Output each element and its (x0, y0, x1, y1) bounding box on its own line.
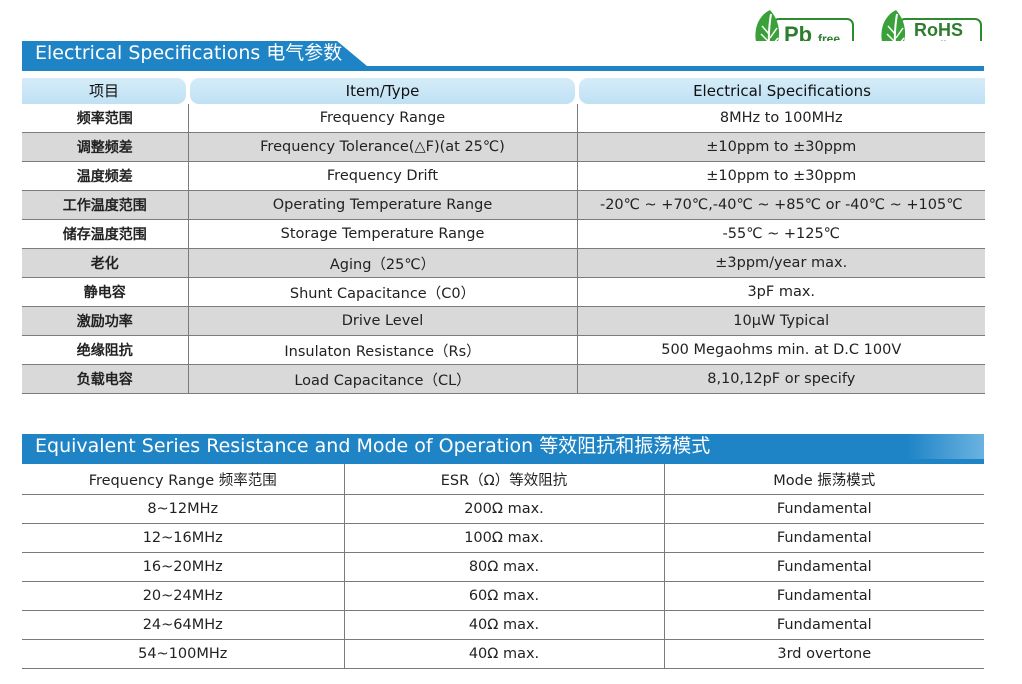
section-title-bar-esr: Equivalent Series Resistance and Mode of… (22, 434, 984, 464)
column-header-item-type: Item/Type (188, 77, 577, 104)
cell-item-cn: 工作温度范围 (22, 190, 189, 220)
cell-item-en: Shunt Capacitance（C0） (188, 277, 578, 307)
column-header-item: 项目 (22, 77, 188, 104)
cell-item-en: Frequency Tolerance(△F)(at 25℃) (188, 132, 578, 162)
cell-item-cn: 储存温度范围 (22, 219, 189, 249)
cell-item-cn: 负载电容 (22, 364, 189, 394)
table-row: 负载电容 Load Capacitance（CL） 8,10,12pF or s… (22, 364, 985, 394)
table-row: 绝缘阻抗 Insulaton Resistance（Rs） 500 Megaoh… (22, 335, 985, 365)
table-header-row: Frequency Range 频率范围 ESR（Ω）等效阻抗 Mode 振荡模… (22, 464, 984, 495)
table-row: 54~100MHz 40Ω max. 3rd overtone (22, 639, 984, 669)
cell-item-en: Frequency Drift (188, 161, 578, 191)
cell-spec: ±3ppm/year max. (577, 248, 985, 278)
cell-frequency-range: 12~16MHz (22, 523, 345, 553)
table-row: 老化 Aging（25℃） ±3ppm/year max. (22, 248, 985, 278)
rohs-badge-main: RoHS (914, 20, 963, 40)
table-row: 频率范围 Frequency Range 8MHz to 100MHz (22, 104, 985, 133)
cell-item-en: Drive Level (188, 306, 578, 336)
cell-mode: Fundamental (664, 523, 984, 553)
cell-esr: 60Ω max. (344, 581, 665, 611)
table-row: 储存温度范围 Storage Temperature Range -55℃ ~ … (22, 219, 985, 249)
section-title-electrical: Electrical Specifications 电气参数 (22, 41, 367, 66)
column-header-label: 项目 (22, 77, 186, 104)
cell-esr: 40Ω max. (344, 639, 665, 669)
section-title-esr: Equivalent Series Resistance and Mode of… (22, 434, 984, 459)
column-header-mode: Mode 振荡模式 (664, 464, 984, 495)
cell-spec: ±10ppm to ±30ppm (577, 132, 985, 162)
cell-spec: ±10ppm to ±30ppm (577, 161, 985, 191)
cell-item-en: Insulaton Resistance（Rs） (188, 335, 578, 365)
cell-spec: 10μW Typical (577, 306, 985, 336)
cell-mode: Fundamental (664, 610, 984, 640)
cell-mode: Fundamental (664, 552, 984, 582)
cell-item-cn: 绝缘阻抗 (22, 335, 189, 365)
table-row: 20~24MHz 60Ω max. Fundamental (22, 581, 984, 611)
cell-frequency-range: 54~100MHz (22, 639, 345, 669)
cell-mode: Fundamental (664, 581, 984, 611)
cell-item-en: Aging（25℃） (188, 248, 578, 278)
cell-spec: 8,10,12pF or specify (577, 364, 985, 394)
table-row: 静电容 Shunt Capacitance（C0） 3pF max. (22, 277, 985, 307)
section-title-bar-electrical: Electrical Specifications 电气参数 (22, 41, 984, 71)
cell-item-en: Storage Temperature Range (188, 219, 578, 249)
table-row: 激励功率 Drive Level 10μW Typical (22, 306, 985, 336)
cell-spec: -55℃ ~ +125℃ (577, 219, 985, 249)
cell-spec: 3pF max. (577, 277, 985, 307)
column-header-specification: Electrical Specifications (577, 77, 985, 104)
table-row: 工作温度范围 Operating Temperature Range -20℃ … (22, 190, 985, 220)
table-row: 24~64MHz 40Ω max. Fundamental (22, 610, 984, 640)
cell-item-cn: 静电容 (22, 277, 189, 307)
cell-frequency-range: 16~20MHz (22, 552, 345, 582)
table-header-row: 项目 Item/Type Electrical Specifications (22, 77, 985, 104)
table-row: 温度频差 Frequency Drift ±10ppm to ±30ppm (22, 161, 985, 191)
cell-item-cn: 频率范围 (22, 104, 189, 133)
cell-esr: 40Ω max. (344, 610, 665, 640)
table-row: 12~16MHz 100Ω max. Fundamental (22, 523, 984, 553)
cell-esr: 100Ω max. (344, 523, 665, 553)
cell-item-en: Operating Temperature Range (188, 190, 578, 220)
column-header-esr: ESR（Ω）等效阻抗 (344, 464, 665, 495)
column-header-label: Item/Type (190, 77, 575, 104)
cell-frequency-range: 24~64MHz (22, 610, 345, 640)
cell-frequency-range: 8~12MHz (22, 494, 345, 524)
cell-esr: 200Ω max. (344, 494, 665, 524)
cell-item-cn: 调整频差 (22, 132, 189, 162)
cell-item-en: Load Capacitance（CL） (188, 364, 578, 394)
esr-mode-table: Frequency Range 频率范围 ESR（Ω）等效阻抗 Mode 振荡模… (22, 464, 984, 669)
cell-item-cn: 老化 (22, 248, 189, 278)
cell-mode: Fundamental (664, 494, 984, 524)
table-row: 8~12MHz 200Ω max. Fundamental (22, 494, 984, 524)
table-row: 调整频差 Frequency Tolerance(△F)(at 25℃) ±10… (22, 132, 985, 162)
electrical-specifications-table: 项目 Item/Type Electrical Specifications 频… (22, 77, 985, 394)
table-row: 16~20MHz 80Ω max. Fundamental (22, 552, 984, 582)
cell-spec: -20℃ ~ +70℃,-40℃ ~ +85℃ or -40℃ ~ +105℃ (577, 190, 985, 220)
cell-spec: 8MHz to 100MHz (577, 104, 985, 133)
cell-frequency-range: 20~24MHz (22, 581, 345, 611)
cell-spec: 500 Megaohms min. at D.C 100V (577, 335, 985, 365)
cell-mode: 3rd overtone (664, 639, 984, 669)
cell-esr: 80Ω max. (344, 552, 665, 582)
cell-item-cn: 激励功率 (22, 306, 189, 336)
column-header-label: Electrical Specifications (579, 77, 985, 104)
cell-item-cn: 温度频差 (22, 161, 189, 191)
column-header-frequency-range: Frequency Range 频率范围 (22, 464, 345, 495)
cell-item-en: Frequency Range (188, 104, 578, 133)
